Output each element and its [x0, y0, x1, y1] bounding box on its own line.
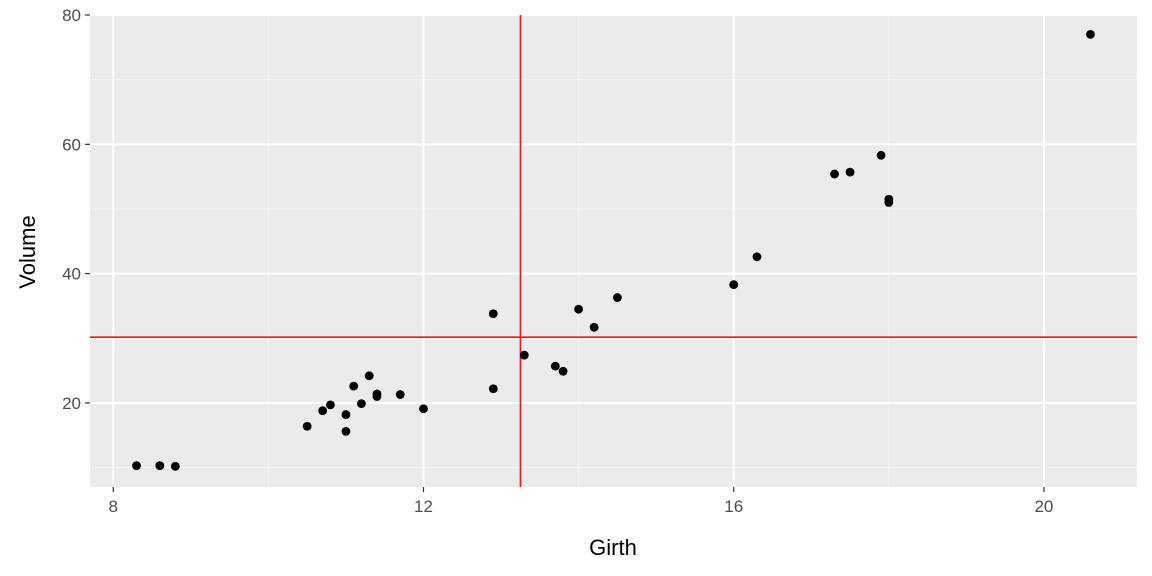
data-point [830, 169, 839, 179]
y-tick-label: 60 [62, 135, 81, 154]
data-point [419, 404, 428, 414]
data-point [357, 399, 366, 408]
data-point [341, 426, 351, 436]
data-point [1086, 29, 1095, 39]
data-point [349, 381, 359, 391]
data-point [170, 461, 180, 471]
minor-gridlines [90, 15, 1137, 487]
data-point [574, 304, 583, 314]
data-point [752, 252, 762, 262]
data-point [488, 309, 498, 319]
x-axis-title: Girth [589, 535, 637, 560]
x-tick-label: 12 [414, 497, 433, 516]
axis-ticks [85, 14, 1045, 492]
data-point [155, 461, 165, 471]
data-point [612, 293, 622, 302]
major-gridlines [90, 14, 1137, 487]
data-point [372, 389, 382, 399]
x-tick-label: 20 [1034, 497, 1053, 516]
data-point [302, 421, 312, 431]
y-tick-label: 80 [62, 6, 81, 25]
data-point [132, 461, 141, 471]
data-point [519, 350, 529, 360]
data-point [589, 322, 599, 332]
x-axis-tick-labels: 8 12 16 20 [109, 497, 1054, 516]
data-point [326, 400, 335, 410]
data-point [395, 390, 405, 399]
y-tick-label: 40 [62, 265, 81, 284]
plot-panel [90, 15, 1137, 487]
y-tick-label: 20 [62, 394, 81, 413]
data-point [558, 366, 568, 376]
data-point [876, 150, 886, 160]
data-point [364, 371, 374, 381]
y-axis-tick-labels: 20 40 60 80 [62, 6, 81, 413]
y-axis-title: Volume [15, 215, 40, 288]
data-point [550, 361, 560, 371]
data-point [318, 406, 328, 416]
data-point [729, 280, 739, 290]
data-points [132, 29, 1095, 471]
x-tick-label: 8 [109, 497, 118, 516]
data-point [341, 410, 351, 419]
reference-lines [90, 15, 1137, 487]
x-tick-label: 16 [724, 497, 743, 516]
data-point [884, 198, 894, 207]
data-point [488, 384, 498, 394]
data-point [845, 167, 855, 177]
